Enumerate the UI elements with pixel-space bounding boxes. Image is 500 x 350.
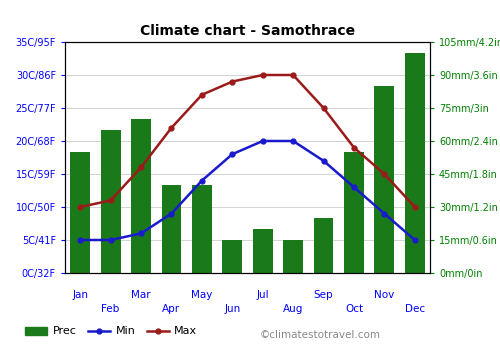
Bar	[222, 240, 242, 273]
Text: Jul: Jul	[256, 290, 269, 300]
Bar	[70, 152, 90, 273]
Bar	[253, 229, 272, 273]
Text: May: May	[191, 290, 212, 300]
Bar	[131, 119, 151, 273]
Text: Oct: Oct	[345, 303, 363, 314]
Text: Mar: Mar	[131, 290, 151, 300]
Text: Dec: Dec	[404, 303, 425, 314]
Bar	[374, 86, 394, 273]
Bar	[405, 53, 424, 273]
Bar	[192, 185, 212, 273]
Title: Climate chart - Samothrace: Climate chart - Samothrace	[140, 24, 355, 38]
Text: Jun: Jun	[224, 303, 240, 314]
Bar	[100, 130, 120, 273]
Bar	[314, 218, 334, 273]
Text: Aug: Aug	[283, 303, 304, 314]
Text: ©climatestotravel.com: ©climatestotravel.com	[260, 329, 381, 340]
Text: Apr: Apr	[162, 303, 180, 314]
Text: Feb: Feb	[102, 303, 120, 314]
Bar	[344, 152, 364, 273]
Bar	[283, 240, 303, 273]
Bar	[162, 185, 182, 273]
Text: Nov: Nov	[374, 290, 394, 300]
Text: Jan: Jan	[72, 290, 88, 300]
Text: Sep: Sep	[314, 290, 334, 300]
Legend: Prec, Min, Max: Prec, Min, Max	[20, 322, 202, 341]
